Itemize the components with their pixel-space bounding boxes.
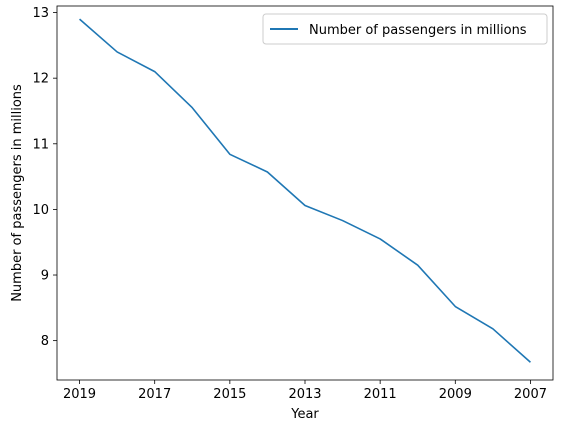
y-tick-label: 9 (41, 269, 49, 284)
series-layer (79, 18, 531, 363)
x-tick-label: 2019 (63, 387, 96, 402)
x-tick-label: 2009 (439, 387, 472, 402)
y-tick-label: 8 (41, 334, 49, 349)
legend-label: Number of passengers in millions (309, 23, 527, 38)
series-line-0 (79, 18, 531, 363)
y-tick-label: 10 (32, 203, 49, 218)
x-tick-label: 2011 (364, 387, 397, 402)
legend-box (262, 13, 548, 45)
legend: Number of passengers in millions (262, 13, 548, 45)
x-tick-label: 2015 (213, 387, 246, 402)
plot-area (56, 5, 554, 381)
y-axis-ticks: 8 9 10 11 12 13 (32, 6, 57, 349)
y-tick-label: 11 (32, 137, 49, 152)
x-tick-label: 2017 (138, 387, 171, 402)
y-axis-label: Number of passengers in millions (10, 84, 25, 302)
y-tick-label: 13 (32, 6, 49, 21)
x-tick-label: 2007 (514, 387, 547, 402)
x-axis-label: Year (290, 407, 319, 422)
y-tick-label: 12 (32, 72, 49, 87)
x-tick-label: 2013 (288, 387, 321, 402)
x-axis-ticks: 2019 2017 2015 2013 2011 2009 2007 (63, 380, 547, 402)
